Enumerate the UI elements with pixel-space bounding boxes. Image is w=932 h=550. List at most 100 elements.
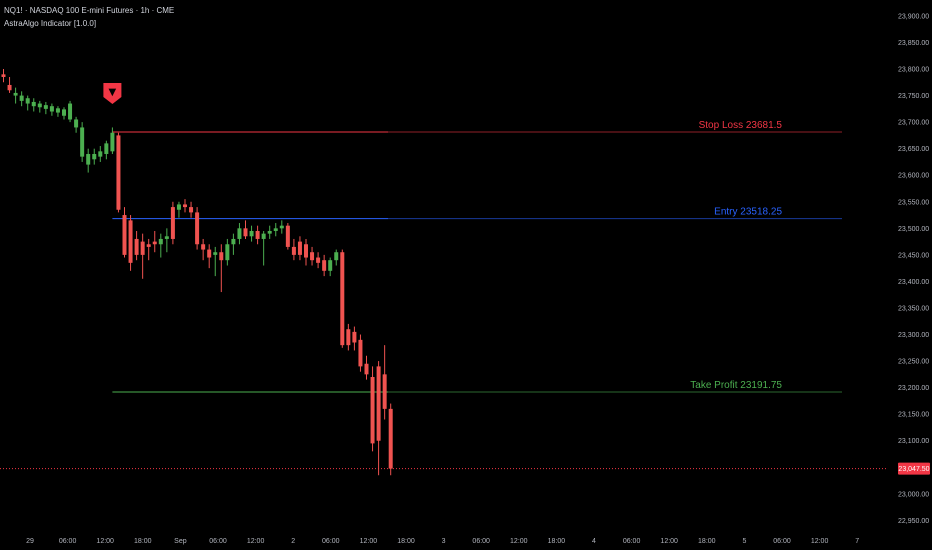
- candle-body: [13, 92, 18, 96]
- time-tick-label: 5: [742, 538, 746, 545]
- candle: [25, 95, 30, 111]
- candle: [297, 236, 302, 261]
- candle-body: [80, 127, 85, 157]
- price-tick-label: 23,800.00: [898, 67, 929, 74]
- candle: [340, 249, 345, 348]
- candle-body: [273, 228, 278, 231]
- candle-body: [134, 238, 139, 255]
- entry-label: Entry 23518.25: [714, 207, 782, 218]
- candle: [104, 140, 109, 160]
- candle: [310, 246, 315, 266]
- candle: [261, 230, 266, 266]
- candle-body: [170, 207, 175, 239]
- candle-body: [62, 109, 66, 116]
- candle: [134, 230, 139, 261]
- candle: [376, 361, 381, 476]
- price-tick-label: 23,550.00: [898, 199, 929, 206]
- candle-body: [231, 238, 236, 245]
- candle: [37, 100, 42, 113]
- price-tick-label: 23,350.00: [898, 305, 929, 312]
- price-tick-label: 23,000.00: [898, 491, 929, 498]
- candle: [316, 252, 321, 269]
- price-tick-label: 23,900.00: [898, 13, 929, 20]
- price-tick-label: 23,700.00: [898, 120, 929, 127]
- candle: [86, 148, 91, 173]
- candle-body: [316, 257, 321, 263]
- candle-body: [195, 212, 200, 245]
- price-tick-label: 23,650.00: [898, 146, 929, 153]
- candle: [1, 69, 6, 83]
- candle: [68, 100, 73, 123]
- candle: [243, 220, 248, 239]
- candle: [219, 244, 224, 293]
- candle: [195, 207, 200, 250]
- candle: [140, 233, 145, 279]
- candle: [382, 345, 387, 420]
- price-tick-label: 23,750.00: [898, 93, 929, 100]
- take-profit-label: Take Profit 23191.75: [690, 380, 782, 391]
- candle-body: [346, 329, 351, 346]
- candle-body: [358, 339, 363, 367]
- candle-body: [285, 225, 290, 247]
- candle: [291, 238, 296, 261]
- candle-body: [189, 207, 194, 213]
- candle-body: [388, 408, 393, 469]
- current-price-value: 23,047.50: [898, 466, 929, 473]
- candle: [267, 225, 272, 239]
- candle: [370, 366, 375, 452]
- candle-body: [370, 377, 375, 444]
- candle-body: [364, 363, 369, 375]
- candle-body: [376, 366, 381, 441]
- candle-body: [352, 331, 357, 343]
- time-tick-label: 3: [442, 538, 446, 545]
- candle-body: [25, 98, 30, 104]
- price-tick-label: 23,300.00: [898, 332, 929, 339]
- candle-body: [279, 225, 284, 229]
- candle: [231, 233, 236, 255]
- candle: [62, 107, 66, 120]
- candle-body: [140, 241, 145, 255]
- candle: [352, 326, 357, 351]
- candle: [122, 207, 127, 258]
- candle-body: [37, 103, 42, 108]
- chart-symbol-title: NQ1! · NASDAQ 100 E-mini Futures · 1h · …: [4, 6, 175, 15]
- time-tick-label: 06:00: [472, 538, 490, 545]
- candle-body: [74, 119, 79, 128]
- time-axis: 29 06:00 12:00 18:00 Sep 06:00 12:00 2 06:00 12:0…: [26, 538, 859, 545]
- candle-body: [310, 252, 315, 261]
- candle-body: [122, 215, 127, 255]
- time-tick-label: 4: [592, 538, 596, 545]
- candle-body: [219, 252, 224, 261]
- time-tick-label: 12:00: [96, 538, 114, 545]
- candle-body: [92, 153, 97, 160]
- price-axis: 23,900.00 23,850.00 23,800.00 23,750.00 23,7…: [898, 13, 930, 525]
- time-tick-label: 06:00: [773, 538, 791, 545]
- candle: [183, 199, 187, 213]
- candle-body: [104, 143, 109, 154]
- candle-body: [243, 228, 248, 237]
- candle: [110, 127, 115, 154]
- candle-body: [297, 241, 302, 255]
- time-tick-label: 2: [291, 538, 295, 545]
- candle: [164, 228, 169, 253]
- candle-body: [164, 236, 169, 239]
- candle-body: [267, 230, 272, 234]
- candle-body: [152, 241, 157, 245]
- time-tick-label: 18:00: [548, 538, 566, 545]
- price-tick-label: 23,200.00: [898, 385, 929, 392]
- time-tick-label: 18:00: [134, 538, 152, 545]
- sell-signal-badge: [103, 83, 122, 104]
- candles-layer: [1, 69, 393, 476]
- candle-body: [249, 230, 254, 237]
- candle: [13, 87, 18, 104]
- candle: [152, 230, 157, 253]
- time-tick-label: 06:00: [322, 538, 340, 545]
- candle: [158, 233, 163, 258]
- candle: [74, 116, 79, 133]
- time-tick-label: 29: [26, 538, 34, 545]
- candle: [304, 238, 308, 266]
- candle-body: [201, 244, 206, 250]
- candle: [279, 220, 284, 234]
- time-tick-label: 12:00: [811, 538, 829, 545]
